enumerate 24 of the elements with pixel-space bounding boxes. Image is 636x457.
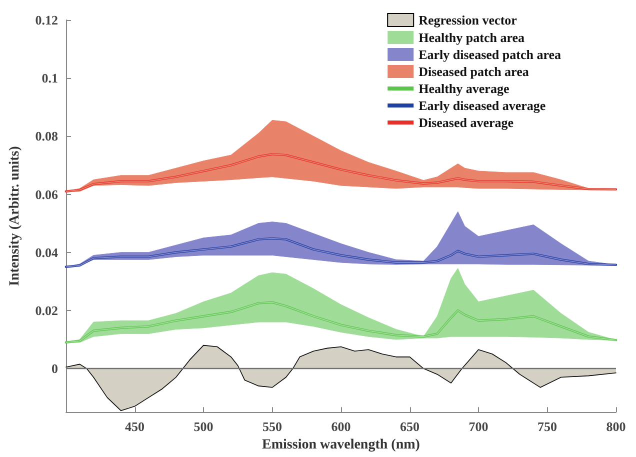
legend-label: Diseased patch area (418, 64, 530, 79)
y-tick-label: 0.04 (35, 244, 58, 260)
legend-label: Diseased average (418, 115, 514, 130)
y-tick-label: 0.08 (35, 128, 58, 144)
x-tick-label: 700 (468, 419, 488, 434)
legend-label: Regression vector (418, 12, 518, 28)
legend-label: Healthy average (418, 81, 510, 96)
x-tick-label: 650 (400, 419, 420, 434)
legend-label: Healthy patch area (418, 30, 526, 45)
legend-label: Early diseased patch area (418, 47, 562, 62)
y-axis-title: Intensity (Arbitr. units) (8, 146, 22, 286)
x-tick-label: 750 (538, 419, 557, 434)
y-tick-label: 0.02 (35, 302, 58, 318)
x-tick-label: 450 (125, 419, 144, 434)
x-tick-label: 800 (606, 419, 626, 434)
y-tick-label: 0.12 (35, 12, 58, 28)
legend-label: Early diseased average (418, 98, 546, 113)
y-tick-label: 0.06 (35, 186, 58, 202)
x-tick-label: 600 (331, 419, 351, 434)
x-tick-label: 500 (194, 419, 214, 434)
x-tick-label: 550 (262, 419, 282, 434)
y-tick-label: 0.1 (42, 70, 58, 86)
x-axis-title: Emission wavelength (nm) (262, 438, 420, 452)
y-tick-label: 0 (52, 361, 58, 376)
